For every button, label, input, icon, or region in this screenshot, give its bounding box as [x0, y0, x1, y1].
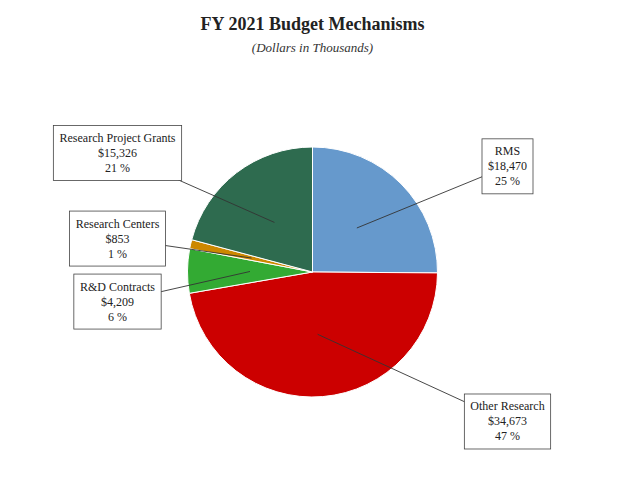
label-category: Other Research: [470, 399, 544, 413]
slice-label: Other Research$34,67347 %: [464, 394, 550, 449]
label-box: [464, 394, 550, 449]
pie-slice: [189, 272, 437, 397]
slice-label: R&D Contracts$4,2096 %: [74, 274, 161, 329]
label-value: $34,673: [488, 414, 527, 428]
pie-slice: [313, 147, 438, 273]
label-box: [74, 274, 161, 329]
slice-labels: RMS$18,47025 % Other Research$34,67347 % R…: [53, 126, 550, 449]
label-value: $853: [106, 232, 130, 246]
subtitle: (Dollars in Thousands): [252, 40, 373, 55]
pie: [187, 147, 437, 397]
slice-label: Research Centers$8531 %: [70, 211, 166, 266]
title: FY 2021 Budget Mechanisms: [201, 14, 425, 34]
label-box: [482, 139, 533, 194]
slice-label: Research Project Grants$15,32621 %: [53, 126, 181, 181]
label-percent: 47 %: [495, 429, 520, 443]
label-category: RMS: [495, 144, 520, 158]
label-value: $18,470: [488, 159, 527, 173]
label-box: [70, 211, 166, 266]
label-percent: 25 %: [495, 174, 520, 188]
label-box: [53, 126, 181, 181]
pie-slice: [192, 147, 313, 272]
leader-lines: [118, 153, 508, 421]
label-value: $4,209: [101, 295, 134, 309]
label-category: Research Project Grants: [60, 131, 176, 145]
chart-container: FY 2021 Budget Mechanisms (Dollars in Tho…: [0, 0, 625, 479]
label-category: Research Centers: [76, 217, 160, 231]
label-percent: 1 %: [108, 247, 127, 261]
label-percent: 6 %: [108, 310, 127, 324]
label-category: R&D Contracts: [80, 280, 155, 294]
chart: FY 2021 Budget Mechanisms (Dollars in Tho…: [0, 0, 625, 479]
label-percent: 21 %: [105, 161, 130, 175]
label-value: $15,326: [98, 146, 137, 160]
slice-label: RMS$18,47025 %: [482, 139, 533, 194]
